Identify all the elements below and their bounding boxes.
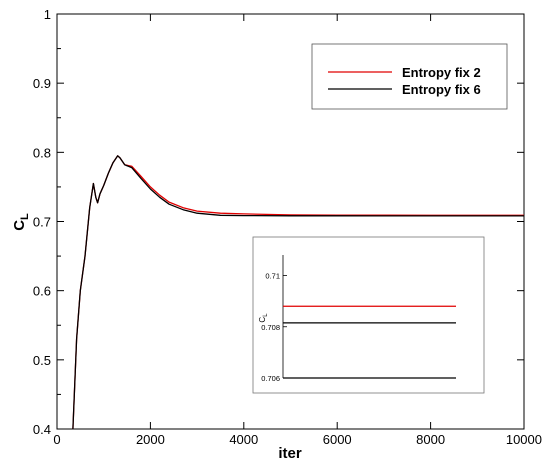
inset-frame — [252, 236, 485, 394]
legend: Entropy fix 2 Entropy fix 6 — [311, 43, 508, 110]
main-series-lines — [72, 155, 524, 430]
y-tick-label: 0.8 — [33, 145, 51, 160]
x-tick-label: 8000 — [416, 432, 445, 447]
main-axis-ticks: 0 2000 4000 6000 8000 10000 0.4 0.5 0.6 0.7 0.8 0.9… — [33, 7, 542, 447]
series-line-entropy-fix-6 — [72, 155, 524, 430]
inset-y-tick-label: 0.71 — [265, 272, 280, 281]
x-tick-label: 4000 — [229, 432, 258, 447]
y-tick-label: 0.4 — [33, 422, 51, 437]
svg-text:CL: CL — [11, 213, 31, 231]
y-axis-title-sub: L — [19, 213, 31, 220]
x-tick-label: 6000 — [323, 432, 352, 447]
x-tick-label: 10000 — [506, 432, 542, 447]
x-axis-title: iter — [278, 445, 302, 462]
inset-y-axis-title: CL — [258, 313, 269, 323]
x-tick-label: 0 — [53, 432, 60, 447]
x-tick-label: 2000 — [136, 432, 165, 447]
inset-chart: 0.706 0.708 0.71 CL — [252, 236, 485, 394]
y-tick-label: 0.9 — [33, 76, 51, 91]
y-tick-label: 0.6 — [33, 284, 51, 299]
inset-y-tick-label: 0.708 — [261, 323, 280, 332]
legend-label-entropy-fix-2: Entropy fix 2 — [402, 65, 481, 80]
inset-y-tick-label: 0.706 — [261, 374, 280, 383]
y-tick-label: 1 — [44, 7, 51, 22]
y-axis-title-main: C — [11, 220, 28, 231]
inset-series-lines — [283, 305, 456, 379]
y-tick-label: 0.7 — [33, 215, 51, 230]
y-axis-title: CL — [11, 213, 31, 231]
legend-label-entropy-fix-6: Entropy fix 6 — [402, 82, 481, 97]
y-tick-label: 0.5 — [33, 353, 51, 368]
svg-text:CL: CL — [258, 313, 269, 323]
legend-frame — [311, 43, 508, 110]
